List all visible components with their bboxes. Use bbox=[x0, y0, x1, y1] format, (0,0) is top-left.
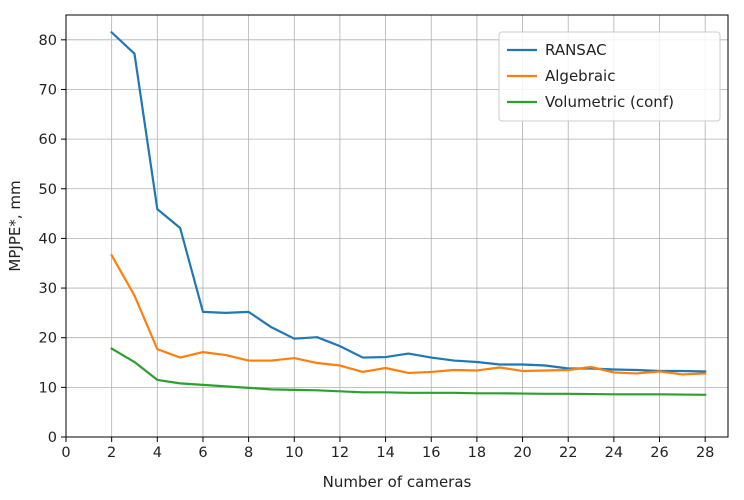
x-tick-label: 4 bbox=[153, 445, 162, 461]
legend-label: Algebraic bbox=[545, 67, 615, 85]
series-line-1 bbox=[110, 253, 707, 376]
x-tick-label: 12 bbox=[331, 445, 349, 461]
y-tick-label: 80 bbox=[39, 33, 57, 49]
y-tick-label: 20 bbox=[39, 331, 57, 347]
y-tick-label: 50 bbox=[39, 182, 57, 198]
x-tick-label: 2 bbox=[107, 445, 116, 461]
x-tick-label: 24 bbox=[605, 445, 623, 461]
x-tick-label: 0 bbox=[61, 445, 70, 461]
x-tick-label: 10 bbox=[285, 445, 303, 461]
legend: RANSAC Algebraic Volumetric (conf) bbox=[498, 31, 721, 122]
y-tick-label: 10 bbox=[39, 380, 57, 396]
legend-label: Volumetric (conf) bbox=[545, 93, 674, 111]
x-tick-label: 28 bbox=[696, 445, 714, 461]
x-tick-label: 14 bbox=[376, 445, 394, 461]
series-lines bbox=[110, 30, 707, 396]
x-axis: 0 2 4 6 8 10 12 14 16 18 20 22 24 26 28 bbox=[61, 437, 714, 461]
x-tick-label: 8 bbox=[244, 445, 253, 461]
x-tick-label: 16 bbox=[422, 445, 440, 461]
x-tick-label: 18 bbox=[468, 445, 486, 461]
x-axis-label: Number of cameras bbox=[323, 473, 472, 491]
y-tick-label: 60 bbox=[39, 132, 57, 148]
y-axis-label: MPJPE*, mm bbox=[6, 180, 24, 271]
x-tick-label: 22 bbox=[559, 445, 577, 461]
legend-box bbox=[498, 31, 721, 122]
x-tick-label: 20 bbox=[513, 445, 531, 461]
y-tick-label: 30 bbox=[39, 281, 57, 297]
series-line-2 bbox=[110, 347, 707, 396]
y-tick-label: 70 bbox=[39, 82, 57, 98]
y-tick-label: 0 bbox=[48, 430, 57, 446]
legend-label: RANSAC bbox=[545, 41, 607, 59]
y-tick-label: 40 bbox=[39, 231, 57, 247]
plot-frame bbox=[65, 14, 729, 438]
x-tick-label: 6 bbox=[198, 445, 207, 461]
series-line-0 bbox=[110, 30, 707, 373]
y-axis: 0 10 20 30 40 50 60 70 80 bbox=[39, 33, 66, 446]
x-tick-label: 26 bbox=[650, 445, 668, 461]
